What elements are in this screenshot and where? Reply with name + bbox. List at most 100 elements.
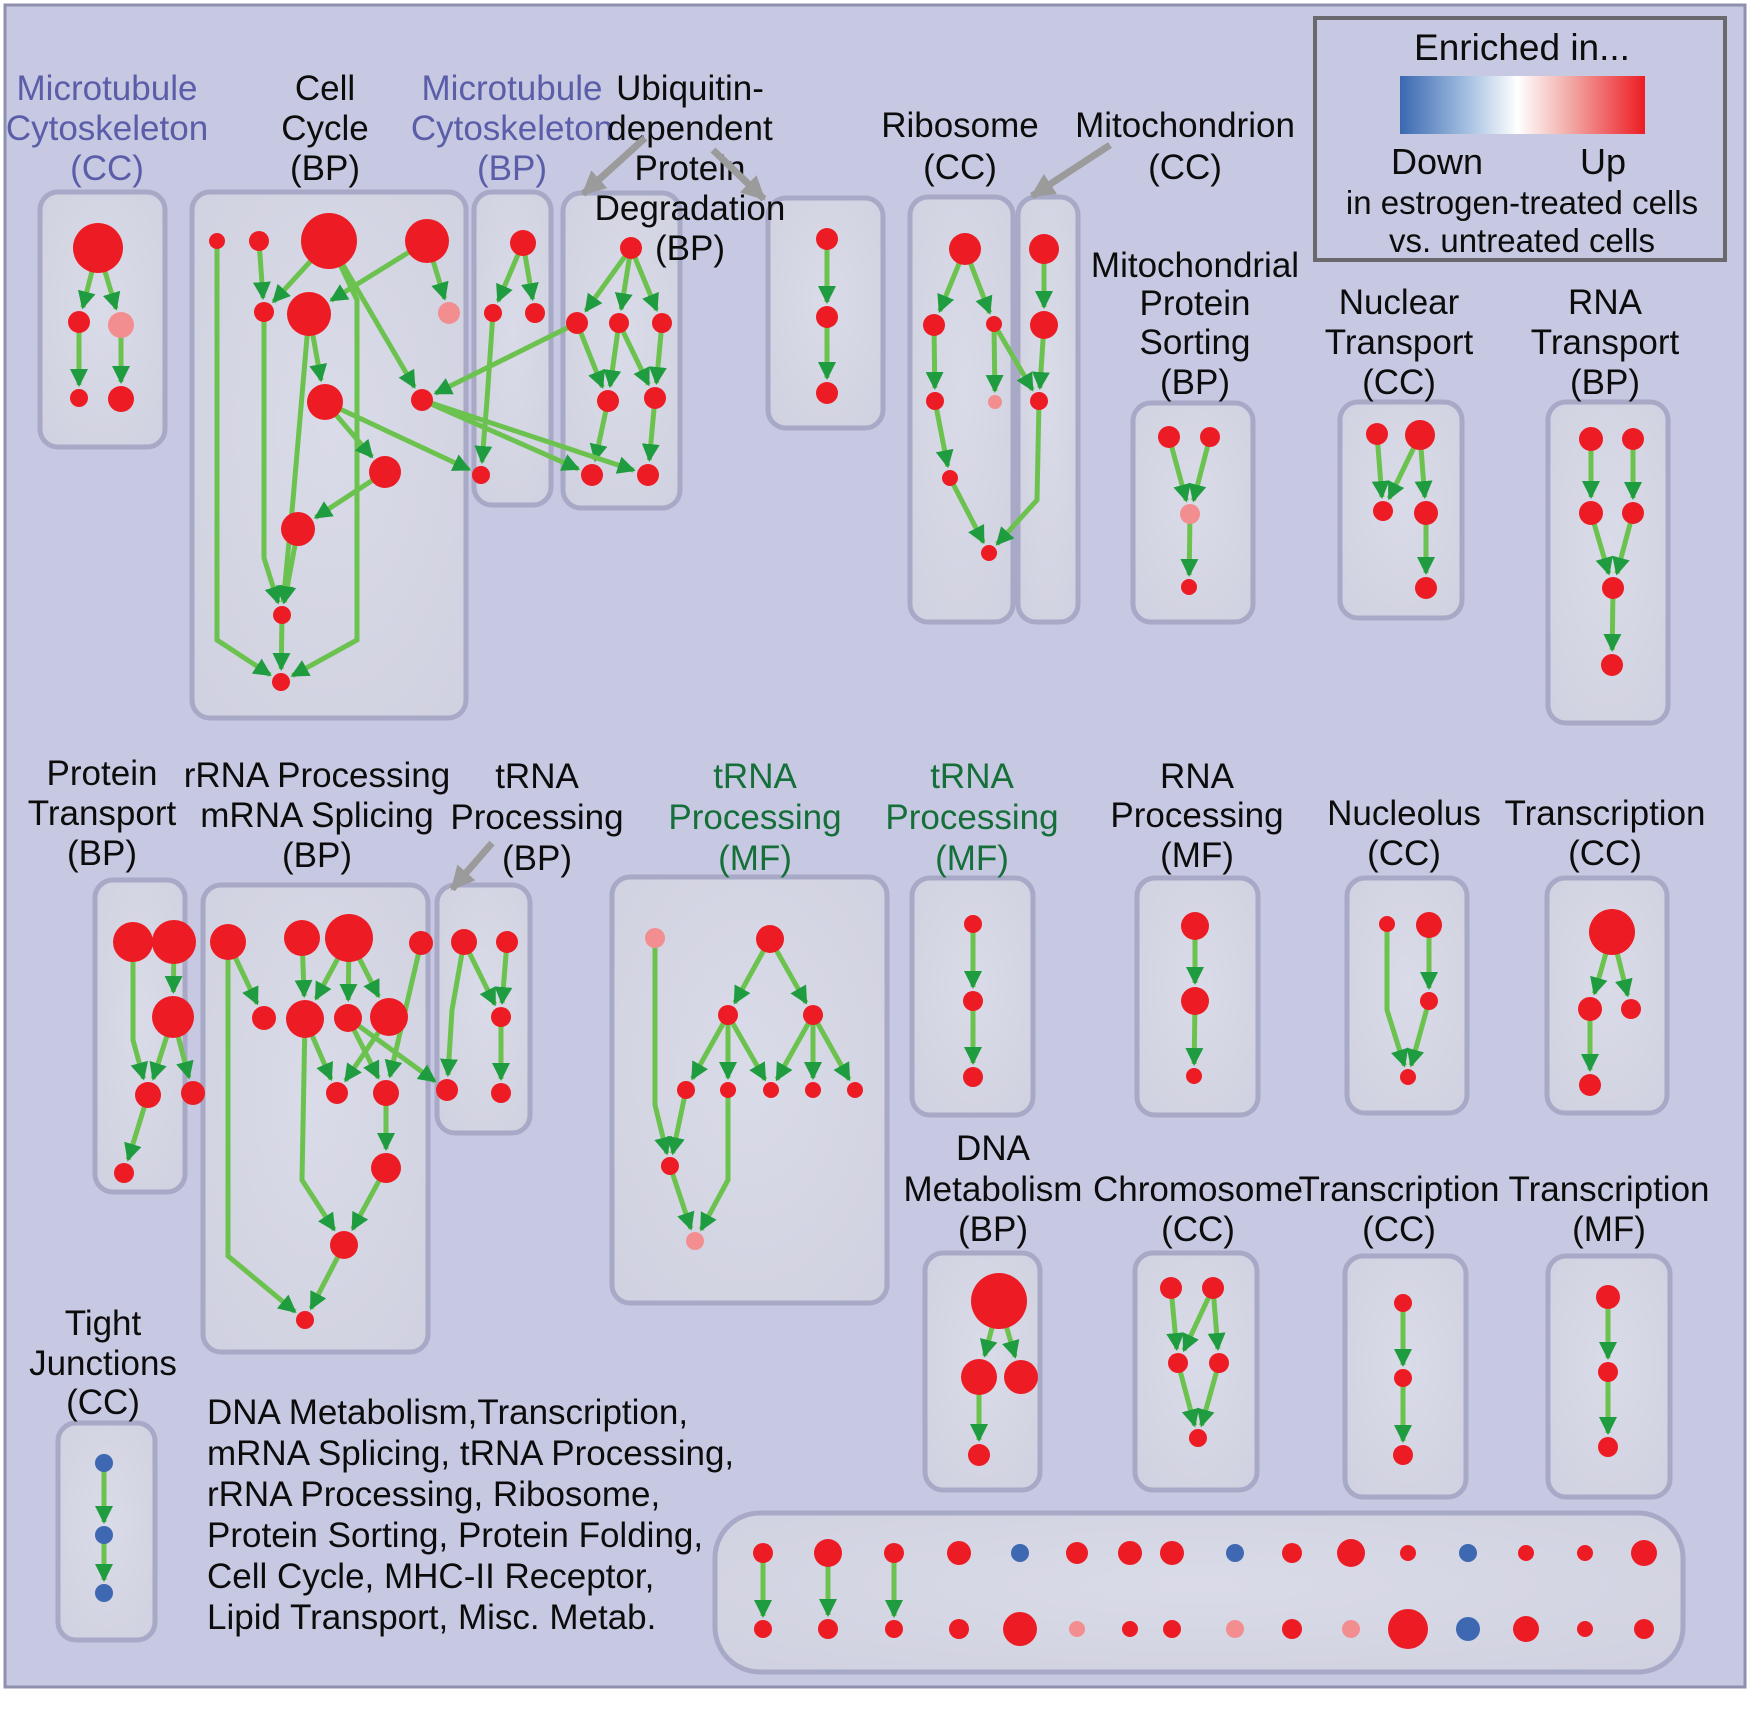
- go-term-node: [968, 1444, 990, 1466]
- cluster-box-cell-cycle-bp: [189, 189, 469, 721]
- go-term-node: [1282, 1543, 1302, 1563]
- relation-arrow: [932, 400, 954, 469]
- go-term-node: [805, 1082, 821, 1098]
- go-term-node: [923, 314, 945, 336]
- legend-subtitle-line1: in estrogen-treated cells: [1346, 184, 1698, 221]
- go-term-node: [373, 1080, 399, 1106]
- go-term-node: [1029, 234, 1059, 264]
- go-term-node: [496, 931, 518, 953]
- go-term-node: [885, 1620, 903, 1638]
- relation-arrow: [616, 321, 651, 387]
- relation-arrow: [667, 1165, 695, 1231]
- go-term-node: [484, 304, 502, 322]
- cluster-label-cell-cycle-bp: Cell: [295, 69, 355, 108]
- cluster-label-mitochondrion-cc: Mitochondrion: [1075, 106, 1295, 145]
- go-term-node: [370, 998, 408, 1036]
- go-term-node: [1416, 912, 1442, 938]
- go-term-node: [371, 1153, 401, 1183]
- relation-arrow: [214, 241, 272, 677]
- go-term-node: [1579, 1074, 1601, 1096]
- cross-cluster-arrow: [420, 397, 581, 472]
- go-term-node: [1030, 392, 1048, 410]
- relation-arrow: [1180, 513, 1199, 578]
- go-term-node: [1621, 999, 1641, 1019]
- relation-arrow: [1384, 924, 1409, 1068]
- go-term-node: [1459, 1544, 1477, 1562]
- go-term-node: [1202, 1277, 1224, 1299]
- cluster-label-mito-protein-sorting-bp: (BP): [1160, 363, 1230, 402]
- legend-gradient-bar: [1400, 76, 1645, 134]
- go-term-node: [847, 1082, 863, 1098]
- misc-categories-text: DNA Metabolism,Transcription,: [207, 1393, 688, 1432]
- go-term-node: [652, 313, 672, 333]
- legend-box: [1313, 16, 1727, 262]
- cluster-label-ubiquitin-degradation-bp: (BP): [655, 229, 725, 268]
- go-term-node: [1030, 311, 1058, 339]
- go-term-node: [451, 929, 477, 955]
- go-term-node: [73, 223, 123, 273]
- relation-arrow: [1175, 1362, 1200, 1428]
- go-term-node: [1598, 1437, 1618, 1457]
- misc-categories-text: Cell Cycle, MHC-II Receptor,: [207, 1557, 654, 1596]
- go-term-node: [1415, 577, 1437, 599]
- cluster-label-protein-transport-bp: Protein: [47, 754, 158, 793]
- go-term-node: [68, 311, 90, 333]
- cluster-label-trna-processing-bp: (BP): [502, 839, 572, 878]
- go-term-node: [947, 1541, 971, 1565]
- relation-arrow: [603, 322, 622, 389]
- relation-arrow: [947, 476, 986, 545]
- go-term-node: [1337, 1539, 1365, 1567]
- go-term-node: [272, 673, 290, 691]
- relation-arrow: [698, 1090, 731, 1232]
- legend-down-label: Down: [1391, 141, 1483, 182]
- cluster-label-rna-transport-bp: (BP): [1570, 363, 1640, 402]
- go-term-node: [1405, 420, 1435, 450]
- go-term-node: [210, 924, 246, 960]
- go-term-node: [1163, 1620, 1181, 1638]
- go-term-node: [95, 1584, 113, 1602]
- label-callout-arrow: [710, 147, 767, 202]
- legend-title: Enriched in...: [1414, 27, 1630, 68]
- go-term-node: [1180, 504, 1200, 524]
- go-term-node: [1622, 428, 1644, 450]
- cluster-label-transcription-cc-a: (CC): [1568, 834, 1642, 873]
- go-term-node: [95, 1454, 113, 1472]
- go-term-node: [326, 1082, 348, 1104]
- misc-categories-text: Lipid Transport, Misc. Metab.: [207, 1598, 656, 1637]
- cluster-label-cell-cycle-bp: Cycle: [281, 109, 369, 148]
- go-term-node: [1578, 997, 1602, 1021]
- cross-cluster-arrow: [421, 397, 636, 474]
- go-term-node: [1579, 427, 1603, 451]
- go-term-node: [1226, 1620, 1244, 1638]
- cluster-label-chromosome-cc: Chromosome: [1093, 1170, 1303, 1209]
- cluster-label-chromosome-cc: (CC): [1161, 1210, 1235, 1249]
- go-term-node: [287, 292, 331, 336]
- go-term-node: [1598, 1362, 1618, 1382]
- cluster-label-transcription-cc-a: Transcription: [1505, 794, 1706, 833]
- label-callout-arrow: [1030, 142, 1112, 199]
- relation-arrow: [985, 323, 1004, 394]
- go-term-node: [1181, 987, 1209, 1015]
- go-term-node: [816, 306, 838, 328]
- go-term-node: [620, 237, 642, 259]
- cluster-label-trna-processing-bp: tRNA: [495, 757, 579, 796]
- cluster-box-rrna-mrna-bp: [200, 882, 431, 1355]
- go-term-node: [1602, 577, 1624, 599]
- go-term-node: [286, 1000, 324, 1038]
- misc-categories-text: mRNA Splicing, tRNA Processing,: [207, 1434, 734, 1473]
- cluster-label-mito-protein-sorting-bp: Sorting: [1140, 323, 1251, 362]
- go-term-node: [510, 230, 536, 256]
- misc-categories-text: Protein Sorting, Protein Folding,: [207, 1516, 703, 1555]
- cluster-box-chromosome-cc: [1132, 1250, 1260, 1493]
- go-term-node: [1122, 1621, 1138, 1637]
- go-term-node: [405, 219, 449, 263]
- go-term-node: [1373, 501, 1393, 521]
- go-term-node: [942, 470, 958, 486]
- cluster-label-ubiquitin-degradation-bp: dependent: [607, 109, 773, 148]
- cluster-label-transcription-cc-b: Transcription: [1299, 1170, 1500, 1209]
- go-term-node: [926, 392, 944, 410]
- cluster-label-rna-transport-bp: RNA: [1568, 283, 1643, 322]
- layer-labels: MicrotubuleCytoskeleton(CC)CellCycle(BP)…: [6, 16, 1727, 1637]
- relation-arrow: [130, 942, 149, 1081]
- cluster-label-nucleolus-cc: (CC): [1367, 834, 1441, 873]
